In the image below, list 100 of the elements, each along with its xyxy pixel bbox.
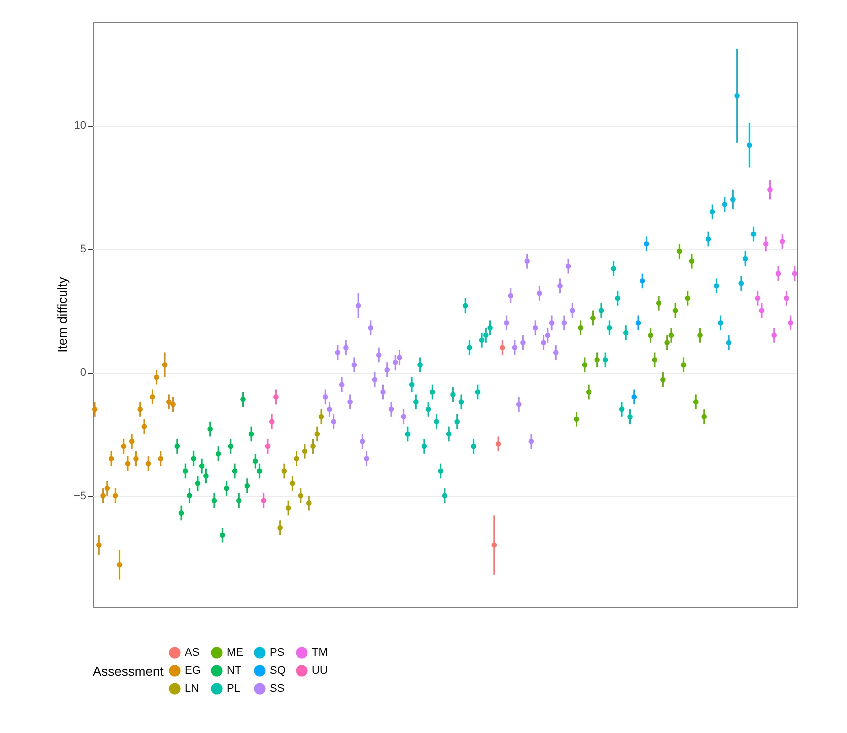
point: [772, 332, 778, 338]
point: [504, 320, 510, 326]
y-tick-label: 10: [74, 120, 86, 132]
point: [722, 202, 728, 208]
point: [516, 402, 522, 408]
point: [668, 332, 674, 338]
point: [240, 397, 246, 402]
point: [339, 382, 345, 388]
point: [607, 325, 612, 331]
point: [418, 362, 423, 368]
point: [644, 242, 650, 247]
point: [187, 493, 192, 499]
point: [624, 330, 629, 336]
point: [628, 414, 633, 420]
point: [232, 468, 238, 474]
point: [261, 498, 266, 504]
point: [274, 394, 279, 400]
point: [302, 448, 308, 454]
point: [479, 338, 485, 344]
point: [488, 325, 493, 331]
point: [500, 345, 506, 350]
point: [129, 438, 135, 444]
point: [566, 264, 572, 270]
point: [496, 441, 502, 447]
point: [286, 506, 292, 511]
point: [636, 320, 642, 326]
point: [322, 394, 328, 400]
point: [409, 382, 415, 388]
point: [368, 325, 374, 331]
point: [454, 419, 460, 425]
point: [92, 406, 98, 412]
point: [199, 464, 205, 469]
point: [632, 394, 638, 400]
point: [619, 406, 625, 412]
point: [208, 426, 213, 432]
point: [710, 209, 716, 215]
point: [134, 456, 139, 462]
point: [178, 510, 184, 516]
point: [306, 500, 312, 506]
point: [598, 308, 604, 314]
point: [212, 498, 218, 504]
legend-label: SQ: [270, 665, 286, 677]
point: [434, 419, 440, 425]
legend-label: EG: [185, 665, 201, 677]
point: [146, 461, 152, 466]
point: [376, 352, 382, 358]
point: [174, 444, 180, 450]
point: [166, 399, 172, 405]
point: [248, 432, 254, 437]
point: [492, 542, 498, 548]
point: [541, 340, 546, 346]
point: [138, 406, 143, 412]
point: [401, 414, 406, 420]
point: [236, 498, 242, 504]
point: [446, 432, 452, 437]
point: [784, 296, 790, 302]
point: [520, 340, 526, 346]
point: [611, 266, 616, 272]
point: [195, 480, 201, 486]
point: [545, 332, 551, 338]
point: [426, 406, 432, 412]
point: [763, 242, 769, 247]
point: [640, 278, 646, 284]
point: [718, 320, 724, 326]
point: [310, 444, 316, 450]
point: [524, 258, 530, 264]
point: [125, 461, 131, 466]
y-tick-label: 0: [80, 367, 86, 380]
point: [768, 187, 773, 192]
point: [269, 419, 275, 425]
point: [244, 483, 250, 489]
point: [681, 362, 686, 368]
point: [615, 296, 621, 302]
point: [372, 377, 378, 383]
point: [170, 402, 176, 408]
point: [104, 486, 110, 492]
point: [484, 332, 489, 338]
point: [574, 416, 580, 422]
point: [706, 236, 712, 242]
point: [652, 358, 658, 363]
point: [462, 303, 468, 308]
point: [265, 444, 271, 450]
point: [578, 325, 584, 331]
point: [780, 239, 786, 244]
point: [294, 456, 300, 462]
point: [430, 390, 436, 395]
point: [257, 468, 262, 474]
point: [714, 283, 720, 289]
point: [698, 332, 703, 338]
point: [648, 332, 654, 338]
legend-label: NT: [227, 665, 242, 677]
point: [471, 444, 476, 450]
point: [121, 444, 127, 450]
point: [693, 399, 699, 405]
y-axis-title: Item difficulty: [54, 276, 70, 353]
y-tick-label: 5: [80, 244, 86, 256]
point: [220, 532, 226, 538]
legend-label: AS: [185, 647, 200, 659]
point: [677, 248, 682, 254]
point: [314, 432, 320, 437]
